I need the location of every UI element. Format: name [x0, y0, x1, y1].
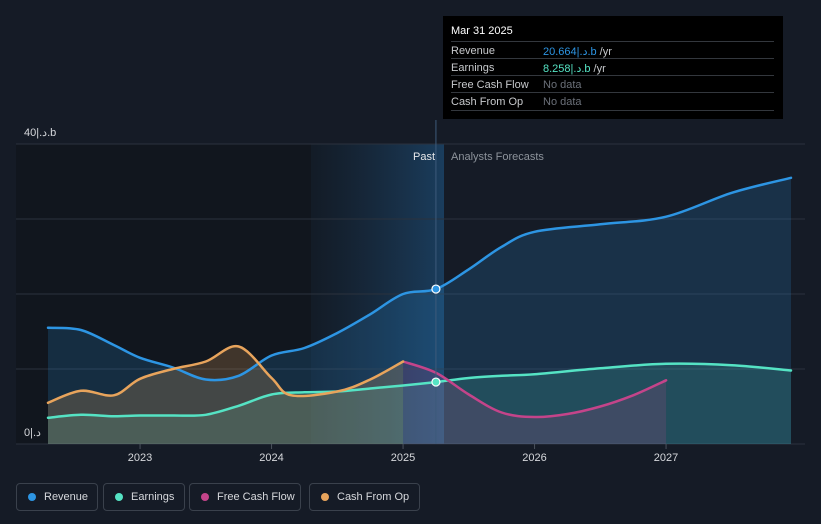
- cfo-dot-icon: [321, 493, 329, 501]
- earnings-dot-icon: [115, 493, 123, 501]
- earnings-line: [46, 362, 793, 420]
- legend-item-revenue[interactable]: Revenue: [16, 483, 98, 511]
- gridlines: [16, 143, 805, 445]
- y-axis-bottom-label: 0|.د: [24, 427, 41, 439]
- past-label: Past: [413, 151, 435, 163]
- fcf-line: [401, 360, 668, 419]
- series-markers: [431, 284, 441, 387]
- tooltip-unit: /yr: [599, 46, 612, 58]
- tooltip-value: 8.258|.د.b: [543, 63, 591, 75]
- cfo-line: [46, 344, 405, 405]
- x-tick-label: 2024: [259, 452, 283, 464]
- x-tick-label: 2025: [391, 452, 415, 464]
- tooltip-row-cfo: Cash From Op No data: [451, 92, 774, 111]
- legend-label: Cash From Op: [337, 491, 410, 503]
- forecast-label: Analysts Forecasts: [451, 151, 544, 163]
- tooltip-value: No data: [543, 79, 582, 91]
- revenue-line: [46, 176, 793, 382]
- x-axis-ticks: 2023 2024 2025 2026 2027: [128, 444, 678, 464]
- tooltip-value: 20.664|.د.b: [543, 46, 597, 58]
- legend-item-fcf[interactable]: Free Cash Flow: [189, 483, 301, 511]
- tooltip-label: Cash From Op: [451, 96, 524, 108]
- legend-label: Free Cash Flow: [217, 491, 295, 503]
- tooltip-row-earnings: Earnings 8.258|.د.b/yr: [451, 58, 774, 76]
- revenue-marker: [431, 284, 441, 294]
- tooltip-label: Free Cash Flow: [451, 79, 529, 91]
- cfo-area: [48, 346, 404, 444]
- legend-label: Revenue: [44, 491, 89, 503]
- tooltip-label: Earnings: [451, 62, 495, 74]
- x-tick-label: 2026: [522, 452, 546, 464]
- revenue-dot-icon: [28, 493, 36, 501]
- tooltip-unit: /yr: [593, 63, 606, 75]
- y-axis-top-label: 40|.د.b: [24, 127, 56, 139]
- hover-tooltip: Mar 31 2025 Revenue 20.664|.د.b/yr Earni…: [443, 16, 783, 119]
- legend-label: Earnings: [131, 491, 175, 503]
- series-lines: [46, 176, 793, 420]
- earnings-marker: [431, 377, 441, 387]
- earnings-area: [48, 363, 791, 444]
- tooltip-row-fcf: Free Cash Flow No data: [451, 75, 774, 93]
- legend-item-cfo[interactable]: Cash From Op: [309, 483, 420, 511]
- fcf-area: [403, 361, 667, 444]
- tooltip-row-revenue: Revenue 20.664|.د.b/yr: [451, 41, 774, 59]
- tooltip-value: No data: [543, 96, 582, 108]
- tooltip-label: Revenue: [451, 45, 496, 57]
- x-tick-label: 2023: [128, 452, 152, 464]
- legend-item-earnings[interactable]: Earnings: [103, 483, 185, 511]
- fcf-dot-icon: [201, 493, 209, 501]
- tooltip-date: Mar 31 2025: [451, 25, 513, 37]
- x-tick-label: 2027: [654, 452, 678, 464]
